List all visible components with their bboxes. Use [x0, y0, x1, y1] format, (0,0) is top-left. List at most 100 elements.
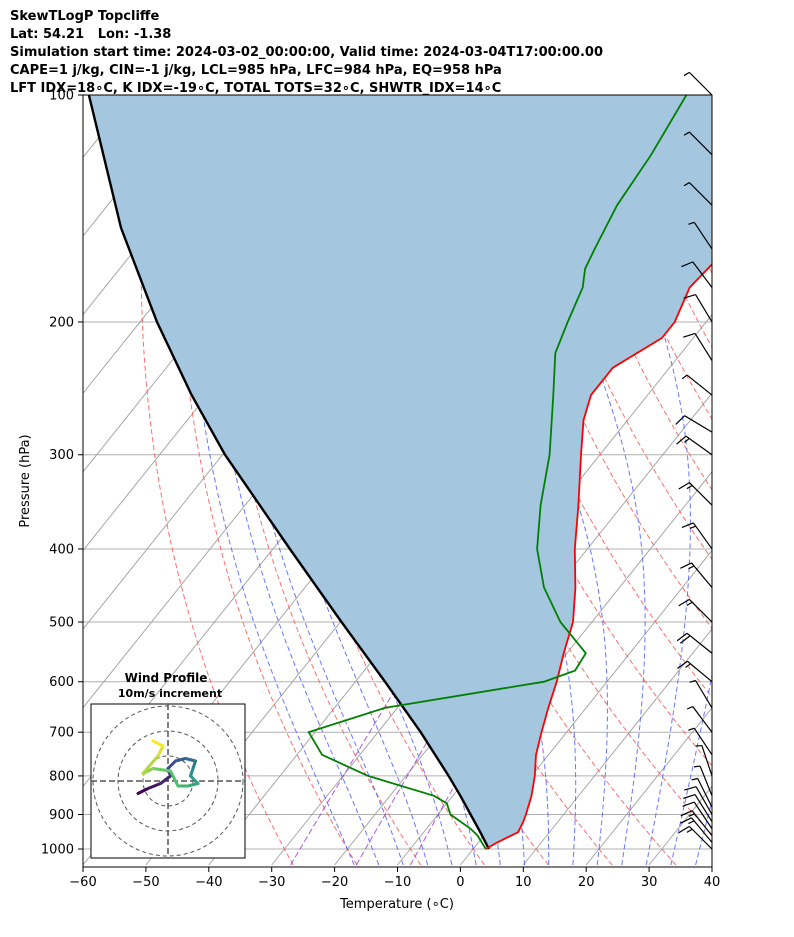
x-tick-label: 10	[515, 875, 532, 890]
y-tick-label: 300	[49, 448, 74, 463]
moist-adiabat	[187, 95, 355, 866]
wind-barb	[675, 415, 713, 433]
wind-barb	[682, 801, 713, 830]
wind-barb	[688, 221, 713, 250]
wind-barb	[676, 632, 713, 654]
x-tick-label: 20	[578, 875, 595, 890]
wind-barb	[683, 131, 713, 156]
hodograph-segment	[174, 757, 187, 763]
dry-adiabat	[410, 95, 712, 767]
hodograph-segment	[146, 782, 162, 790]
y-tick-label: 700	[49, 726, 74, 741]
moist-adiabat	[223, 95, 404, 866]
x-tick-label: −50	[132, 875, 159, 890]
hodograph-title: Wind Profile	[125, 671, 208, 685]
hodograph-segment	[184, 757, 197, 763]
indices-text-2: LFT IDX=18∘C, K IDX=-19∘C, TOTAL TOTS=32…	[10, 81, 502, 96]
hodograph-segment	[151, 739, 165, 748]
isotherm	[522, 628, 712, 866]
wind-barb	[693, 765, 713, 797]
dry-adiabat	[540, 95, 712, 491]
wind-barb	[683, 71, 713, 96]
hodograph-segment	[136, 787, 150, 795]
dry-adiabat	[703, 95, 712, 117]
hodograph-segment	[189, 774, 200, 785]
x-tick-label: 40	[704, 875, 721, 890]
isotherm	[83, 95, 197, 237]
parcel-profile-line	[87, 95, 490, 850]
hodograph-segment	[156, 744, 165, 758]
dewpoint-line	[307, 95, 688, 850]
hodograph-segment	[169, 769, 180, 788]
isotherm	[0, 95, 70, 865]
wind-barb	[680, 562, 713, 588]
axes: −60 −50 −40 −30 −20 −10 0 10 20 30 40 1000 900 800 700…	[41, 89, 720, 891]
y-tick-label: 200	[49, 315, 74, 330]
x-tick-label: −10	[384, 875, 411, 890]
hodograph-segment	[166, 759, 177, 770]
wind-barb	[684, 786, 713, 815]
isotherm	[585, 707, 712, 866]
hodograph-segment	[141, 754, 160, 775]
isotherm	[775, 95, 794, 865]
hodograph-segment	[151, 767, 172, 773]
chart-title: SkewTLogP Topcliffe	[10, 9, 160, 24]
moist-adiabat	[516, 95, 646, 866]
wind-barb	[677, 660, 713, 683]
wind-barb	[681, 261, 713, 288]
dry-adiabat	[737, 95, 794, 865]
x-tick-label: 30	[641, 875, 658, 890]
dry-adiabat	[140, 95, 294, 866]
y-tick-label: 900	[49, 808, 74, 823]
hodograph-segment	[186, 782, 200, 788]
wind-barb	[678, 482, 713, 506]
x-tick-label: −40	[195, 875, 222, 890]
y-tick-label: 400	[49, 542, 74, 557]
data-layer	[87, 95, 712, 850]
indices-text-1: CAPE=1 j/kg, CIN=-1 j/kg, LCL=985 hPa, L…	[10, 63, 502, 78]
x-tick-label: 0	[456, 875, 464, 890]
cape-shading	[88, 95, 712, 849]
wind-barb	[686, 706, 713, 733]
x-tick-label: −60	[69, 875, 96, 890]
dry-adiabat	[770, 95, 794, 865]
wind-barb	[683, 182, 713, 206]
moist-adiabat	[588, 95, 691, 866]
wind-barb	[676, 435, 713, 456]
hodograph-subtitle: 10m/s increment	[118, 687, 222, 700]
wind-barb	[695, 744, 713, 777]
y-axis-label: Pressure (hPa)	[18, 434, 33, 527]
wind-barbs	[675, 71, 713, 850]
hodograph-segment	[159, 774, 172, 785]
isotherm	[460, 549, 712, 866]
time-text: Simulation start time: 2024-03-02_00:00:…	[10, 45, 603, 60]
wind-barb	[678, 598, 713, 623]
wind-barb	[691, 777, 713, 808]
moist-adiabat	[205, 95, 380, 866]
isotherm	[0, 95, 7, 865]
temperature-line	[485, 262, 712, 850]
wind-barb	[680, 817, 713, 843]
wind-barb	[683, 293, 713, 323]
wind-barb	[680, 810, 713, 837]
y-tick-label: 600	[49, 675, 74, 690]
y-tick-label: 800	[49, 769, 74, 784]
wind-barb	[688, 727, 713, 756]
hodograph-inset: Wind Profile 10m/s increment	[90, 671, 246, 859]
location-text: Lat: 54.21 Lon: -1.38	[10, 27, 172, 42]
wind-barb	[681, 522, 713, 550]
x-tick-label: −20	[321, 875, 348, 890]
y-tick-label: 1000	[41, 843, 74, 858]
y-tick-label: 100	[49, 89, 74, 104]
mixing-ratio-line	[290, 681, 401, 866]
dry-adiabat	[573, 95, 712, 421]
wind-barb	[683, 332, 713, 361]
wind-barb	[681, 374, 713, 396]
chart-header: SkewTLogP Topcliffe Lat: 54.21 Lon: -1.38…	[10, 8, 603, 98]
dry-adiabat	[177, 95, 358, 866]
wind-barb	[683, 793, 713, 823]
wind-barb	[678, 825, 713, 850]
moist-adiabat	[242, 95, 429, 866]
y-tick-label: 500	[49, 616, 74, 631]
x-tick-label: −30	[258, 875, 285, 890]
